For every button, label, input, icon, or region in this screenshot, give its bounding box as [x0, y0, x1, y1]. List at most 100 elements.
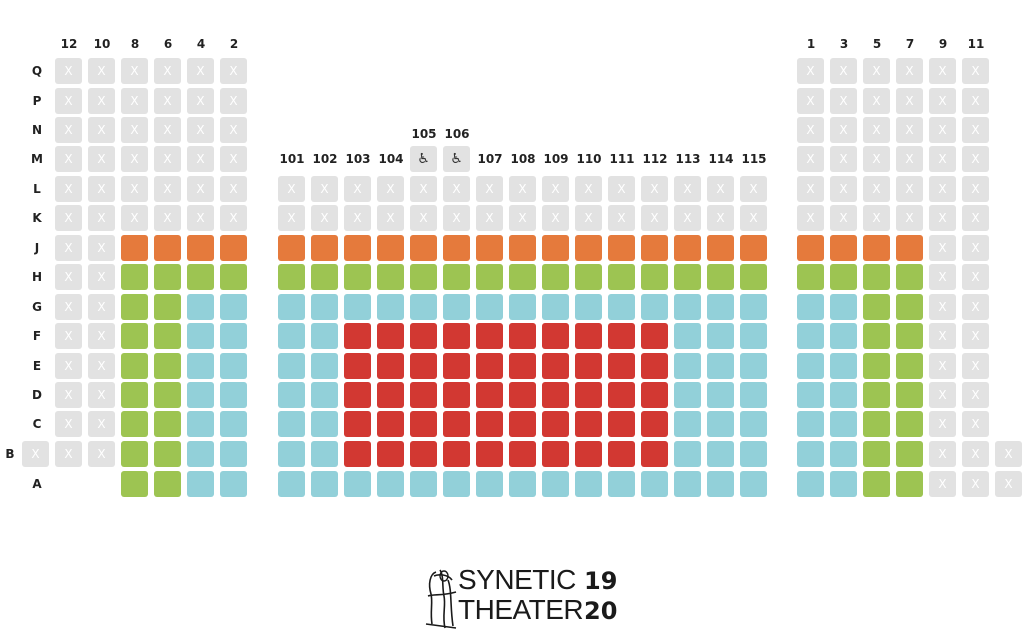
- seat-green[interactable]: [863, 294, 890, 320]
- seat-green[interactable]: [896, 471, 923, 497]
- seat-orange[interactable]: [740, 235, 767, 261]
- seat-green[interactable]: [542, 264, 569, 290]
- seat-blue[interactable]: [220, 441, 247, 467]
- seat-green[interactable]: [121, 264, 148, 290]
- seat-blue[interactable]: [220, 411, 247, 437]
- seat-green[interactable]: [863, 441, 890, 467]
- seat-green[interactable]: [476, 264, 503, 290]
- seat-blue[interactable]: [575, 471, 602, 497]
- seat-blue[interactable]: [707, 323, 734, 349]
- seat-blue[interactable]: [740, 441, 767, 467]
- seat-blue[interactable]: [220, 323, 247, 349]
- seat-green[interactable]: [509, 264, 536, 290]
- seat-red[interactable]: [377, 353, 404, 379]
- seat-blue[interactable]: [509, 471, 536, 497]
- seat-orange[interactable]: [797, 235, 824, 261]
- wheelchair-seat-icon[interactable]: [410, 146, 437, 172]
- seat-green[interactable]: [121, 471, 148, 497]
- seat-orange[interactable]: [674, 235, 701, 261]
- seat-orange[interactable]: [311, 235, 338, 261]
- seat-green[interactable]: [896, 294, 923, 320]
- seat-green[interactable]: [154, 323, 181, 349]
- seat-green[interactable]: [121, 323, 148, 349]
- seat-orange[interactable]: [575, 235, 602, 261]
- seat-red[interactable]: [377, 441, 404, 467]
- seat-blue[interactable]: [608, 471, 635, 497]
- seat-green[interactable]: [410, 264, 437, 290]
- seat-blue[interactable]: [830, 294, 857, 320]
- seat-blue[interactable]: [278, 353, 305, 379]
- seat-green[interactable]: [154, 471, 181, 497]
- seat-blue[interactable]: [575, 294, 602, 320]
- seat-red[interactable]: [608, 411, 635, 437]
- seat-green[interactable]: [674, 264, 701, 290]
- seat-blue[interactable]: [187, 471, 214, 497]
- seat-green[interactable]: [641, 264, 668, 290]
- seat-green[interactable]: [154, 411, 181, 437]
- seat-blue[interactable]: [641, 471, 668, 497]
- seat-red[interactable]: [410, 411, 437, 437]
- seat-blue[interactable]: [187, 382, 214, 408]
- seat-blue[interactable]: [830, 471, 857, 497]
- seat-red[interactable]: [344, 382, 371, 408]
- seat-orange[interactable]: [344, 235, 371, 261]
- seat-red[interactable]: [344, 441, 371, 467]
- seat-green[interactable]: [896, 264, 923, 290]
- seat-blue[interactable]: [187, 323, 214, 349]
- seat-blue[interactable]: [311, 294, 338, 320]
- seat-orange[interactable]: [278, 235, 305, 261]
- seat-blue[interactable]: [797, 353, 824, 379]
- seat-blue[interactable]: [509, 294, 536, 320]
- seat-green[interactable]: [154, 294, 181, 320]
- seat-blue[interactable]: [674, 441, 701, 467]
- seat-orange[interactable]: [220, 235, 247, 261]
- seat-red[interactable]: [410, 323, 437, 349]
- seat-red[interactable]: [641, 411, 668, 437]
- seat-orange[interactable]: [410, 235, 437, 261]
- seat-blue[interactable]: [674, 411, 701, 437]
- seat-green[interactable]: [154, 353, 181, 379]
- seat-red[interactable]: [410, 353, 437, 379]
- seat-red[interactable]: [443, 323, 470, 349]
- seat-green[interactable]: [121, 294, 148, 320]
- seat-blue[interactable]: [830, 323, 857, 349]
- seat-red[interactable]: [641, 441, 668, 467]
- seat-blue[interactable]: [797, 441, 824, 467]
- seat-red[interactable]: [443, 441, 470, 467]
- seat-blue[interactable]: [707, 411, 734, 437]
- seat-orange[interactable]: [187, 235, 214, 261]
- seat-green[interactable]: [896, 411, 923, 437]
- seat-blue[interactable]: [220, 294, 247, 320]
- seat-blue[interactable]: [674, 471, 701, 497]
- seat-red[interactable]: [509, 382, 536, 408]
- seat-blue[interactable]: [344, 471, 371, 497]
- seat-blue[interactable]: [797, 411, 824, 437]
- seat-blue[interactable]: [278, 471, 305, 497]
- seat-red[interactable]: [542, 353, 569, 379]
- seat-red[interactable]: [410, 382, 437, 408]
- wheelchair-seat-icon[interactable]: [443, 146, 470, 172]
- seat-blue[interactable]: [797, 323, 824, 349]
- seat-orange[interactable]: [641, 235, 668, 261]
- seat-blue[interactable]: [641, 294, 668, 320]
- seat-green[interactable]: [187, 264, 214, 290]
- seat-blue[interactable]: [187, 353, 214, 379]
- seat-red[interactable]: [344, 323, 371, 349]
- seat-red[interactable]: [575, 411, 602, 437]
- seat-red[interactable]: [410, 441, 437, 467]
- seat-blue[interactable]: [220, 353, 247, 379]
- seat-blue[interactable]: [187, 441, 214, 467]
- seat-orange[interactable]: [608, 235, 635, 261]
- seat-red[interactable]: [476, 382, 503, 408]
- seat-green[interactable]: [121, 382, 148, 408]
- seat-green[interactable]: [443, 264, 470, 290]
- seat-red[interactable]: [608, 382, 635, 408]
- seat-blue[interactable]: [542, 294, 569, 320]
- seat-green[interactable]: [121, 441, 148, 467]
- seat-blue[interactable]: [830, 353, 857, 379]
- seat-blue[interactable]: [278, 382, 305, 408]
- seat-red[interactable]: [344, 353, 371, 379]
- seat-blue[interactable]: [311, 353, 338, 379]
- seat-red[interactable]: [608, 441, 635, 467]
- seat-green[interactable]: [896, 441, 923, 467]
